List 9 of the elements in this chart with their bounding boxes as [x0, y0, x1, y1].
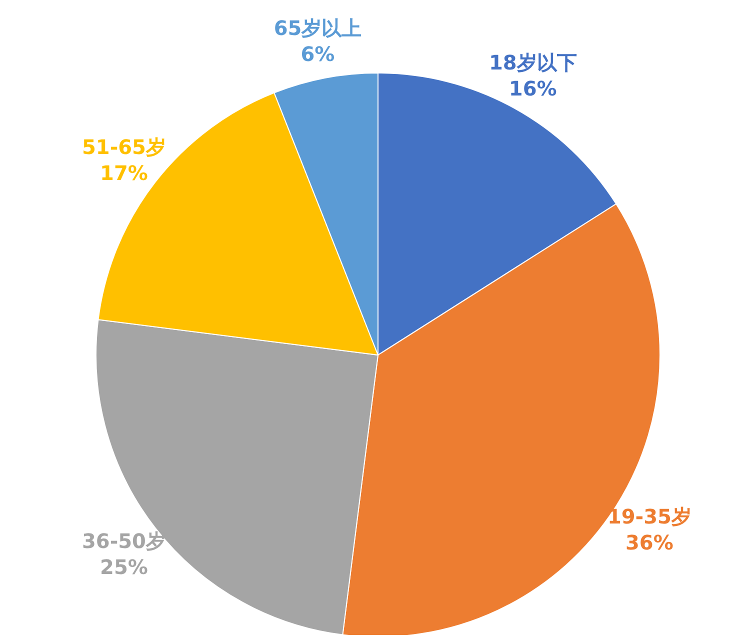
data-label: 6%: [300, 42, 335, 66]
slice-label: 19-35岁: [607, 504, 692, 528]
data-label: 17%: [100, 160, 148, 185]
slice-label: 51-65岁: [82, 134, 166, 159]
data-label: 36%: [625, 530, 674, 554]
data-label: 25%: [100, 555, 148, 580]
slice-label: 18岁以下: [488, 50, 577, 74]
data-label: 16%: [508, 76, 557, 100]
slice-label: 65岁以上: [274, 16, 362, 40]
